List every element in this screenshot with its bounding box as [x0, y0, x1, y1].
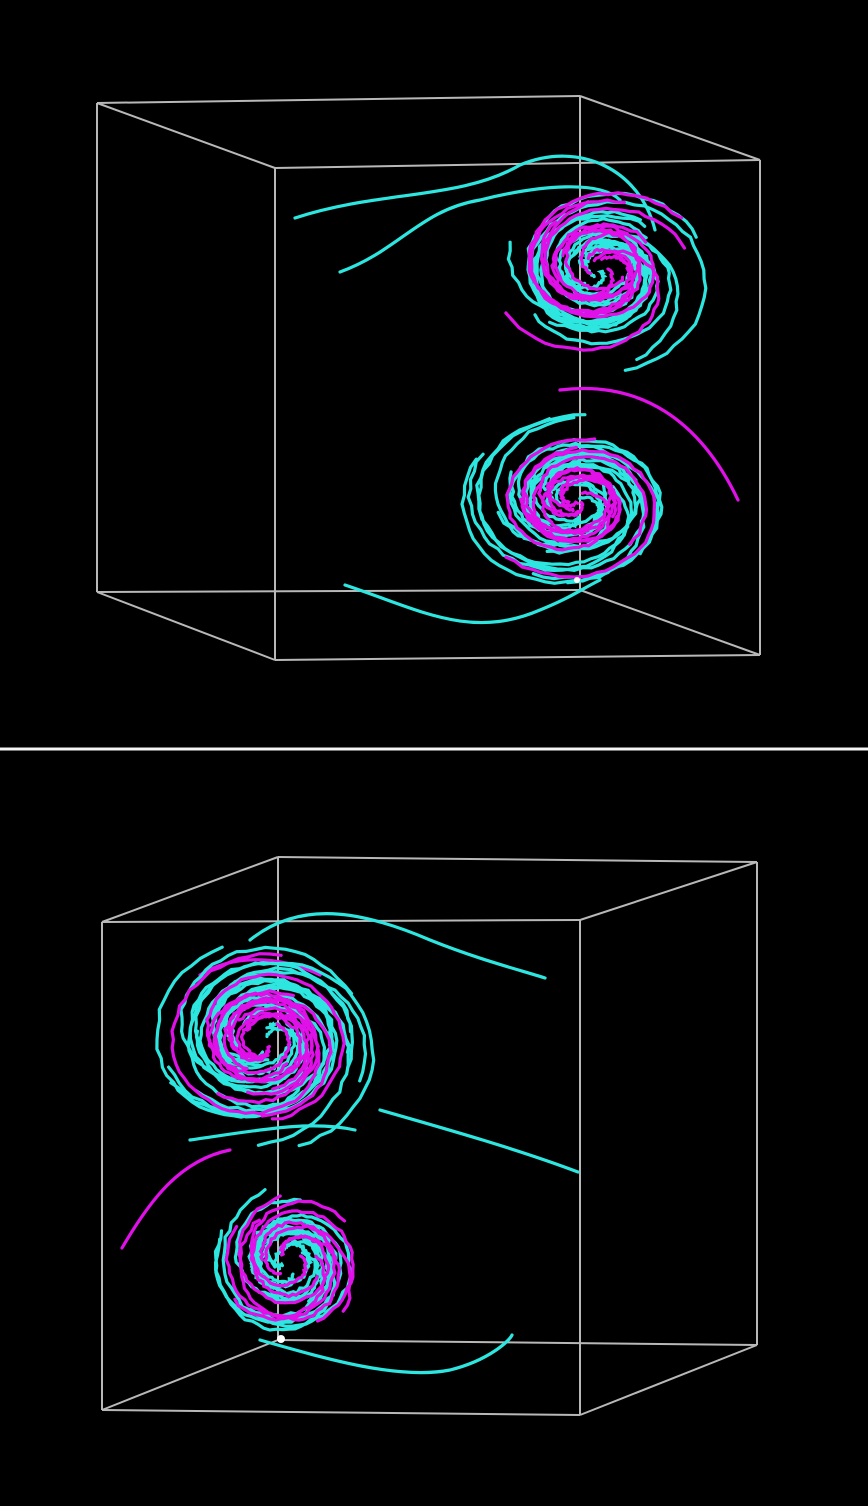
streamline — [255, 1217, 336, 1303]
streamline — [506, 240, 650, 325]
streamline — [531, 473, 622, 544]
top-streamlines — [293, 154, 740, 625]
streamline — [188, 1124, 357, 1142]
streamline — [552, 216, 648, 296]
streamline — [540, 206, 687, 303]
top-bounding-box — [96, 95, 761, 661]
streamline — [263, 1224, 352, 1313]
streamline — [249, 1199, 347, 1288]
streamline — [207, 991, 320, 1105]
streamline — [212, 993, 311, 1084]
streamline — [546, 228, 642, 316]
streamline — [519, 465, 614, 534]
streamline — [504, 249, 661, 352]
streamline — [504, 448, 657, 579]
streamline — [198, 958, 322, 977]
streamline — [209, 966, 355, 1069]
streamline — [205, 972, 346, 1121]
streamline — [475, 417, 634, 567]
streamline — [226, 996, 315, 1091]
streamline — [523, 467, 618, 535]
streamline — [378, 1108, 580, 1174]
bottom-streamlines — [120, 912, 580, 1375]
streamline — [237, 1194, 331, 1305]
streamline — [258, 1333, 514, 1375]
streamline — [505, 437, 612, 552]
streamline — [508, 452, 642, 549]
streamline — [343, 578, 602, 625]
streamline — [558, 386, 740, 502]
streamline — [477, 413, 647, 573]
streamline — [198, 970, 368, 1095]
streamline — [248, 912, 547, 980]
streamline — [120, 1148, 232, 1250]
streamline — [547, 230, 656, 319]
streamline — [170, 952, 321, 1116]
streamline — [338, 185, 622, 274]
seed-point — [574, 577, 580, 583]
seed-point — [277, 1335, 285, 1343]
streamline — [293, 154, 657, 232]
streamline — [249, 1209, 355, 1323]
streamline — [212, 989, 302, 1084]
